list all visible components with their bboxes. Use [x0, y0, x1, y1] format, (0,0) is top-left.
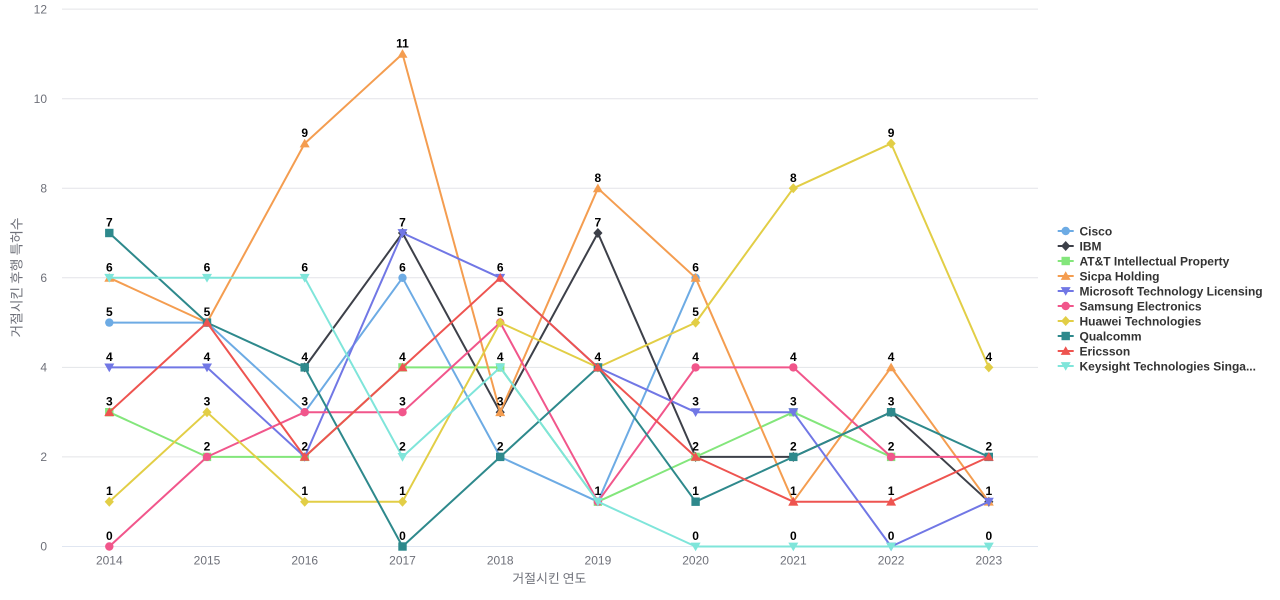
svg-text:4: 4 [40, 361, 47, 375]
svg-text:4: 4 [497, 350, 504, 364]
svg-text:2014: 2014 [96, 554, 123, 568]
svg-text:5: 5 [497, 305, 504, 319]
svg-text:Cisco: Cisco [1080, 224, 1113, 238]
svg-text:6: 6 [301, 260, 308, 274]
svg-text:1: 1 [692, 484, 699, 498]
svg-text:2019: 2019 [585, 554, 612, 568]
svg-text:6: 6 [399, 260, 406, 274]
svg-text:2: 2 [40, 450, 47, 464]
svg-text:6: 6 [497, 260, 504, 274]
svg-text:4: 4 [595, 350, 602, 364]
svg-text:7: 7 [106, 216, 113, 230]
svg-text:2: 2 [888, 439, 895, 453]
svg-text:0: 0 [888, 529, 895, 543]
svg-text:2: 2 [985, 439, 992, 453]
svg-text:6: 6 [204, 260, 211, 274]
svg-text:2021: 2021 [780, 554, 807, 568]
svg-text:5: 5 [204, 305, 211, 319]
svg-text:2: 2 [399, 439, 406, 453]
svg-text:4: 4 [204, 350, 211, 364]
svg-text:AT&T Intellectual Property: AT&T Intellectual Property [1080, 254, 1230, 268]
svg-text:Keysight Technologies Singa...: Keysight Technologies Singa... [1080, 359, 1256, 373]
svg-text:Sicpa Holding: Sicpa Holding [1080, 269, 1160, 283]
svg-text:0: 0 [40, 540, 47, 554]
svg-text:8: 8 [790, 171, 797, 185]
svg-text:1: 1 [888, 484, 895, 498]
svg-text:4: 4 [888, 350, 895, 364]
svg-text:4: 4 [985, 350, 992, 364]
svg-text:11: 11 [396, 36, 409, 50]
svg-text:0: 0 [399, 529, 406, 543]
svg-text:1: 1 [106, 484, 113, 498]
svg-text:1: 1 [399, 484, 406, 498]
svg-text:0: 0 [985, 529, 992, 543]
svg-text:2015: 2015 [194, 554, 221, 568]
svg-text:Qualcomm: Qualcomm [1080, 329, 1142, 343]
svg-text:3: 3 [888, 395, 895, 409]
svg-text:3: 3 [692, 395, 699, 409]
svg-text:2016: 2016 [291, 554, 318, 568]
svg-text:2017: 2017 [389, 554, 416, 568]
svg-text:Huawei Technologies: Huawei Technologies [1080, 314, 1202, 328]
svg-text:8: 8 [40, 182, 47, 196]
svg-text:2018: 2018 [487, 554, 514, 568]
svg-text:Samsung Electronics: Samsung Electronics [1080, 299, 1202, 313]
svg-text:4: 4 [301, 350, 308, 364]
svg-text:0: 0 [790, 529, 797, 543]
svg-text:2023: 2023 [975, 554, 1002, 568]
svg-text:2: 2 [790, 439, 797, 453]
svg-text:4: 4 [692, 350, 699, 364]
svg-text:7: 7 [399, 216, 406, 230]
svg-text:2020: 2020 [682, 554, 709, 568]
svg-text:3: 3 [204, 395, 211, 409]
svg-text:3: 3 [399, 395, 406, 409]
svg-text:4: 4 [399, 350, 406, 364]
svg-text:9: 9 [301, 126, 308, 140]
svg-text:3: 3 [106, 395, 113, 409]
svg-text:1: 1 [790, 484, 797, 498]
svg-text:6: 6 [106, 260, 113, 274]
svg-text:2: 2 [692, 439, 699, 453]
svg-text:4: 4 [106, 350, 113, 364]
svg-text:2: 2 [301, 439, 308, 453]
svg-text:5: 5 [106, 305, 113, 319]
svg-text:0: 0 [692, 529, 699, 543]
svg-text:1: 1 [595, 484, 602, 498]
svg-text:4: 4 [790, 350, 797, 364]
svg-text:1: 1 [301, 484, 308, 498]
svg-text:9: 9 [888, 126, 895, 140]
svg-text:IBM: IBM [1080, 239, 1102, 253]
svg-text:1: 1 [985, 484, 992, 498]
svg-text:0: 0 [106, 529, 113, 543]
svg-text:12: 12 [34, 2, 48, 16]
svg-text:2: 2 [497, 439, 504, 453]
svg-text:3: 3 [497, 395, 504, 409]
svg-text:3: 3 [301, 395, 308, 409]
svg-text:Microsoft Technology Licensing: Microsoft Technology Licensing [1080, 284, 1263, 298]
svg-text:8: 8 [595, 171, 602, 185]
svg-text:6: 6 [40, 271, 47, 285]
svg-text:7: 7 [595, 216, 602, 230]
svg-text:2: 2 [204, 439, 211, 453]
svg-text:6: 6 [692, 260, 699, 274]
svg-text:10: 10 [34, 92, 48, 106]
svg-text:3: 3 [790, 395, 797, 409]
svg-text:Ericsson: Ericsson [1080, 344, 1131, 358]
svg-text:2022: 2022 [878, 554, 905, 568]
svg-text:5: 5 [692, 305, 699, 319]
